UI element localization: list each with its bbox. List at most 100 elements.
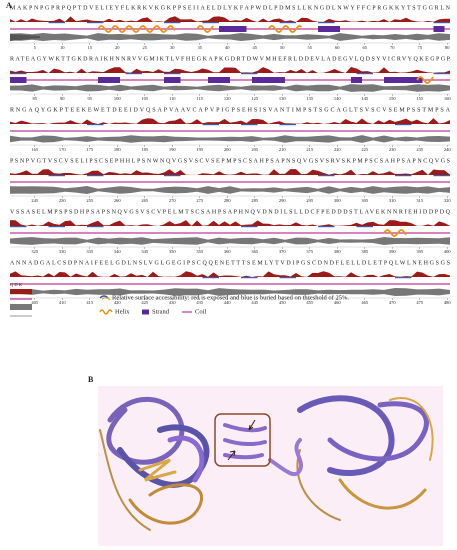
- buried-mark: [356, 73, 373, 75]
- tick-label: 325: [31, 249, 39, 254]
- buried-mark: [164, 175, 181, 177]
- strand: [208, 77, 230, 83]
- tick-label: 200: [224, 147, 232, 152]
- tick-label: 205: [251, 147, 259, 152]
- tick-label: 70: [390, 45, 395, 50]
- buried-mark: [48, 226, 65, 228]
- tick-label: 100: [114, 96, 122, 101]
- buried-mark: [241, 277, 258, 279]
- sequence: RATEAGYWKTTGKDRAIKHNNRVVGMIKTLVFHEGKAPKG…: [10, 56, 451, 62]
- disorder-track: [10, 288, 450, 296]
- tick-label: 435: [196, 300, 204, 305]
- tick-label: 105: [141, 96, 149, 101]
- legend-access-icon: [99, 295, 109, 299]
- key-letters: Q D K: [10, 282, 23, 287]
- accessibility-track: [10, 118, 450, 124]
- accessibility-track: [10, 169, 450, 175]
- sequence: ANNADGALCSDPNAIFEELGDLNSLVGLGEGIPSCQQENE…: [10, 260, 450, 266]
- tick-label: 170: [59, 147, 67, 152]
- tick-label: 115: [196, 96, 203, 101]
- strand: [219, 26, 247, 32]
- tick-label: 240: [444, 147, 452, 152]
- legend-text: Relative surface accessibility: red is e…: [112, 294, 349, 301]
- tick-label: 40: [225, 45, 230, 50]
- strand: [98, 77, 120, 83]
- tick-label: 80: [445, 45, 450, 50]
- tick-label: 450: [279, 300, 287, 305]
- buried-mark: [241, 124, 258, 126]
- legend-helix-icon: [99, 309, 113, 315]
- tick-label: 280: [224, 198, 232, 203]
- tick-label: 95: [88, 96, 93, 101]
- tick-label: 455: [306, 300, 314, 305]
- tick-label: 125: [251, 96, 259, 101]
- tick-label: 320: [444, 198, 452, 203]
- buried-mark: [87, 175, 104, 177]
- key-exposed: [10, 289, 32, 294]
- buried-mark: [395, 175, 412, 177]
- tick-label: 25: [143, 45, 148, 50]
- strand: [10, 77, 27, 83]
- strand: [318, 26, 340, 32]
- tick-label: 380: [334, 249, 342, 254]
- tick-label: 5: [34, 45, 37, 50]
- tick-label: 60: [335, 45, 340, 50]
- tick-label: 275: [196, 198, 204, 203]
- tick-label: 285: [251, 198, 259, 203]
- protein-render: [98, 386, 443, 546]
- helix: [267, 25, 303, 33]
- tick-label: 250: [59, 198, 67, 203]
- buried-mark: [87, 226, 104, 228]
- buried-mark: [395, 124, 412, 126]
- buried-mark: [318, 22, 335, 24]
- tick-label: 225: [361, 147, 369, 152]
- tick-label: 405: [31, 300, 39, 305]
- tick-label: 35: [198, 45, 203, 50]
- tick-label: 315: [416, 198, 424, 203]
- buried-mark: [241, 73, 258, 75]
- tick-label: 85: [33, 96, 38, 101]
- tick-label: 45: [253, 45, 258, 50]
- tick-label: 150: [389, 96, 397, 101]
- tick-label: 165: [31, 147, 39, 152]
- tick-label: 15: [88, 45, 93, 50]
- buried-mark: [87, 22, 104, 24]
- accessibility-track: [10, 220, 450, 226]
- tick-label: 20: [115, 45, 120, 50]
- helix: [416, 76, 434, 84]
- tick-label: 260: [114, 198, 122, 203]
- tick-label: 270: [169, 198, 177, 203]
- tick-label: 65: [363, 45, 368, 50]
- disorder-track: [10, 135, 450, 143]
- sequence: MAKPNPGPRPQPTDVELIEYFLKRKVKGKPPSEIIAELDL…: [10, 5, 451, 11]
- tick-label: 360: [224, 249, 232, 254]
- tick-label: 465: [361, 300, 369, 305]
- buried-mark: [279, 277, 296, 279]
- buried-mark: [48, 175, 65, 177]
- tick-label: 155: [416, 96, 424, 101]
- tick-label: 145: [361, 96, 369, 101]
- tick-label: 335: [86, 249, 94, 254]
- tick-label: 135: [306, 96, 314, 101]
- tick-label: 445: [251, 300, 259, 305]
- buried-mark: [356, 226, 373, 228]
- buried-mark: [48, 22, 65, 24]
- tick-label: 330: [59, 249, 67, 254]
- accessibility-track: [10, 16, 450, 22]
- tick-label: 140: [334, 96, 342, 101]
- buried-mark: [433, 175, 450, 177]
- tick-label: 50: [280, 45, 285, 50]
- tick-label: 440: [224, 300, 232, 305]
- buried-mark: [318, 226, 335, 228]
- buried-mark: [164, 73, 181, 75]
- tick-label: 345: [141, 249, 149, 254]
- legend-strand-icon: [142, 309, 149, 315]
- accessibility-track: [10, 67, 450, 73]
- tick-label: 180: [114, 147, 122, 152]
- strand: [351, 77, 362, 83]
- tick-label: 255: [86, 198, 94, 203]
- strand: [384, 77, 423, 83]
- tick-label: 230: [389, 147, 397, 152]
- tick-label: 210: [279, 147, 287, 152]
